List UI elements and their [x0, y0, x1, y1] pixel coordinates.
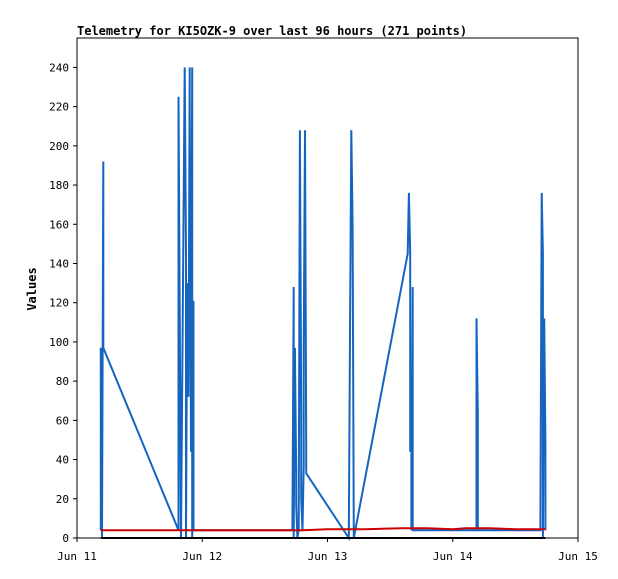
series-line-2	[100, 527, 546, 532]
axis-layer: 0 20 40 60 80 100 120 140 160 180 200 220 240 Jun 11 J…	[49, 61, 598, 563]
plot-frame	[76, 37, 579, 539]
y-tick-label: 20	[56, 493, 69, 506]
y-tick-label: 240	[49, 61, 69, 74]
x-tick-label: Jun 12	[182, 550, 222, 563]
series-line-1	[99, 67, 547, 542]
y-tick-label: 140	[49, 257, 69, 270]
y-tick-label: 80	[56, 375, 69, 388]
y-tick-label: 120	[49, 297, 69, 310]
y-tick-label: 40	[56, 454, 69, 467]
y-tick-label: 180	[49, 179, 69, 192]
plot-area	[76, 37, 579, 539]
y-tick-label: 100	[49, 336, 69, 349]
series-layer	[99, 67, 547, 542]
y-tick-label: 0	[62, 532, 69, 545]
y-axis-label: Values	[25, 267, 39, 310]
x-tick-label: Jun 14	[433, 550, 473, 563]
y-tick-label: 220	[49, 101, 69, 114]
y-tick-label: 160	[49, 218, 69, 231]
x-tick-label: Jun 11	[57, 550, 97, 563]
y-tick-label: 200	[49, 140, 69, 153]
y-tick-label: 60	[56, 414, 69, 427]
chart-title: Telemetry for KI5OZK-9 over last 96 hour…	[77, 24, 467, 38]
x-tick-label: Jun 15	[558, 550, 598, 563]
x-tick-label: Jun 13	[308, 550, 348, 563]
